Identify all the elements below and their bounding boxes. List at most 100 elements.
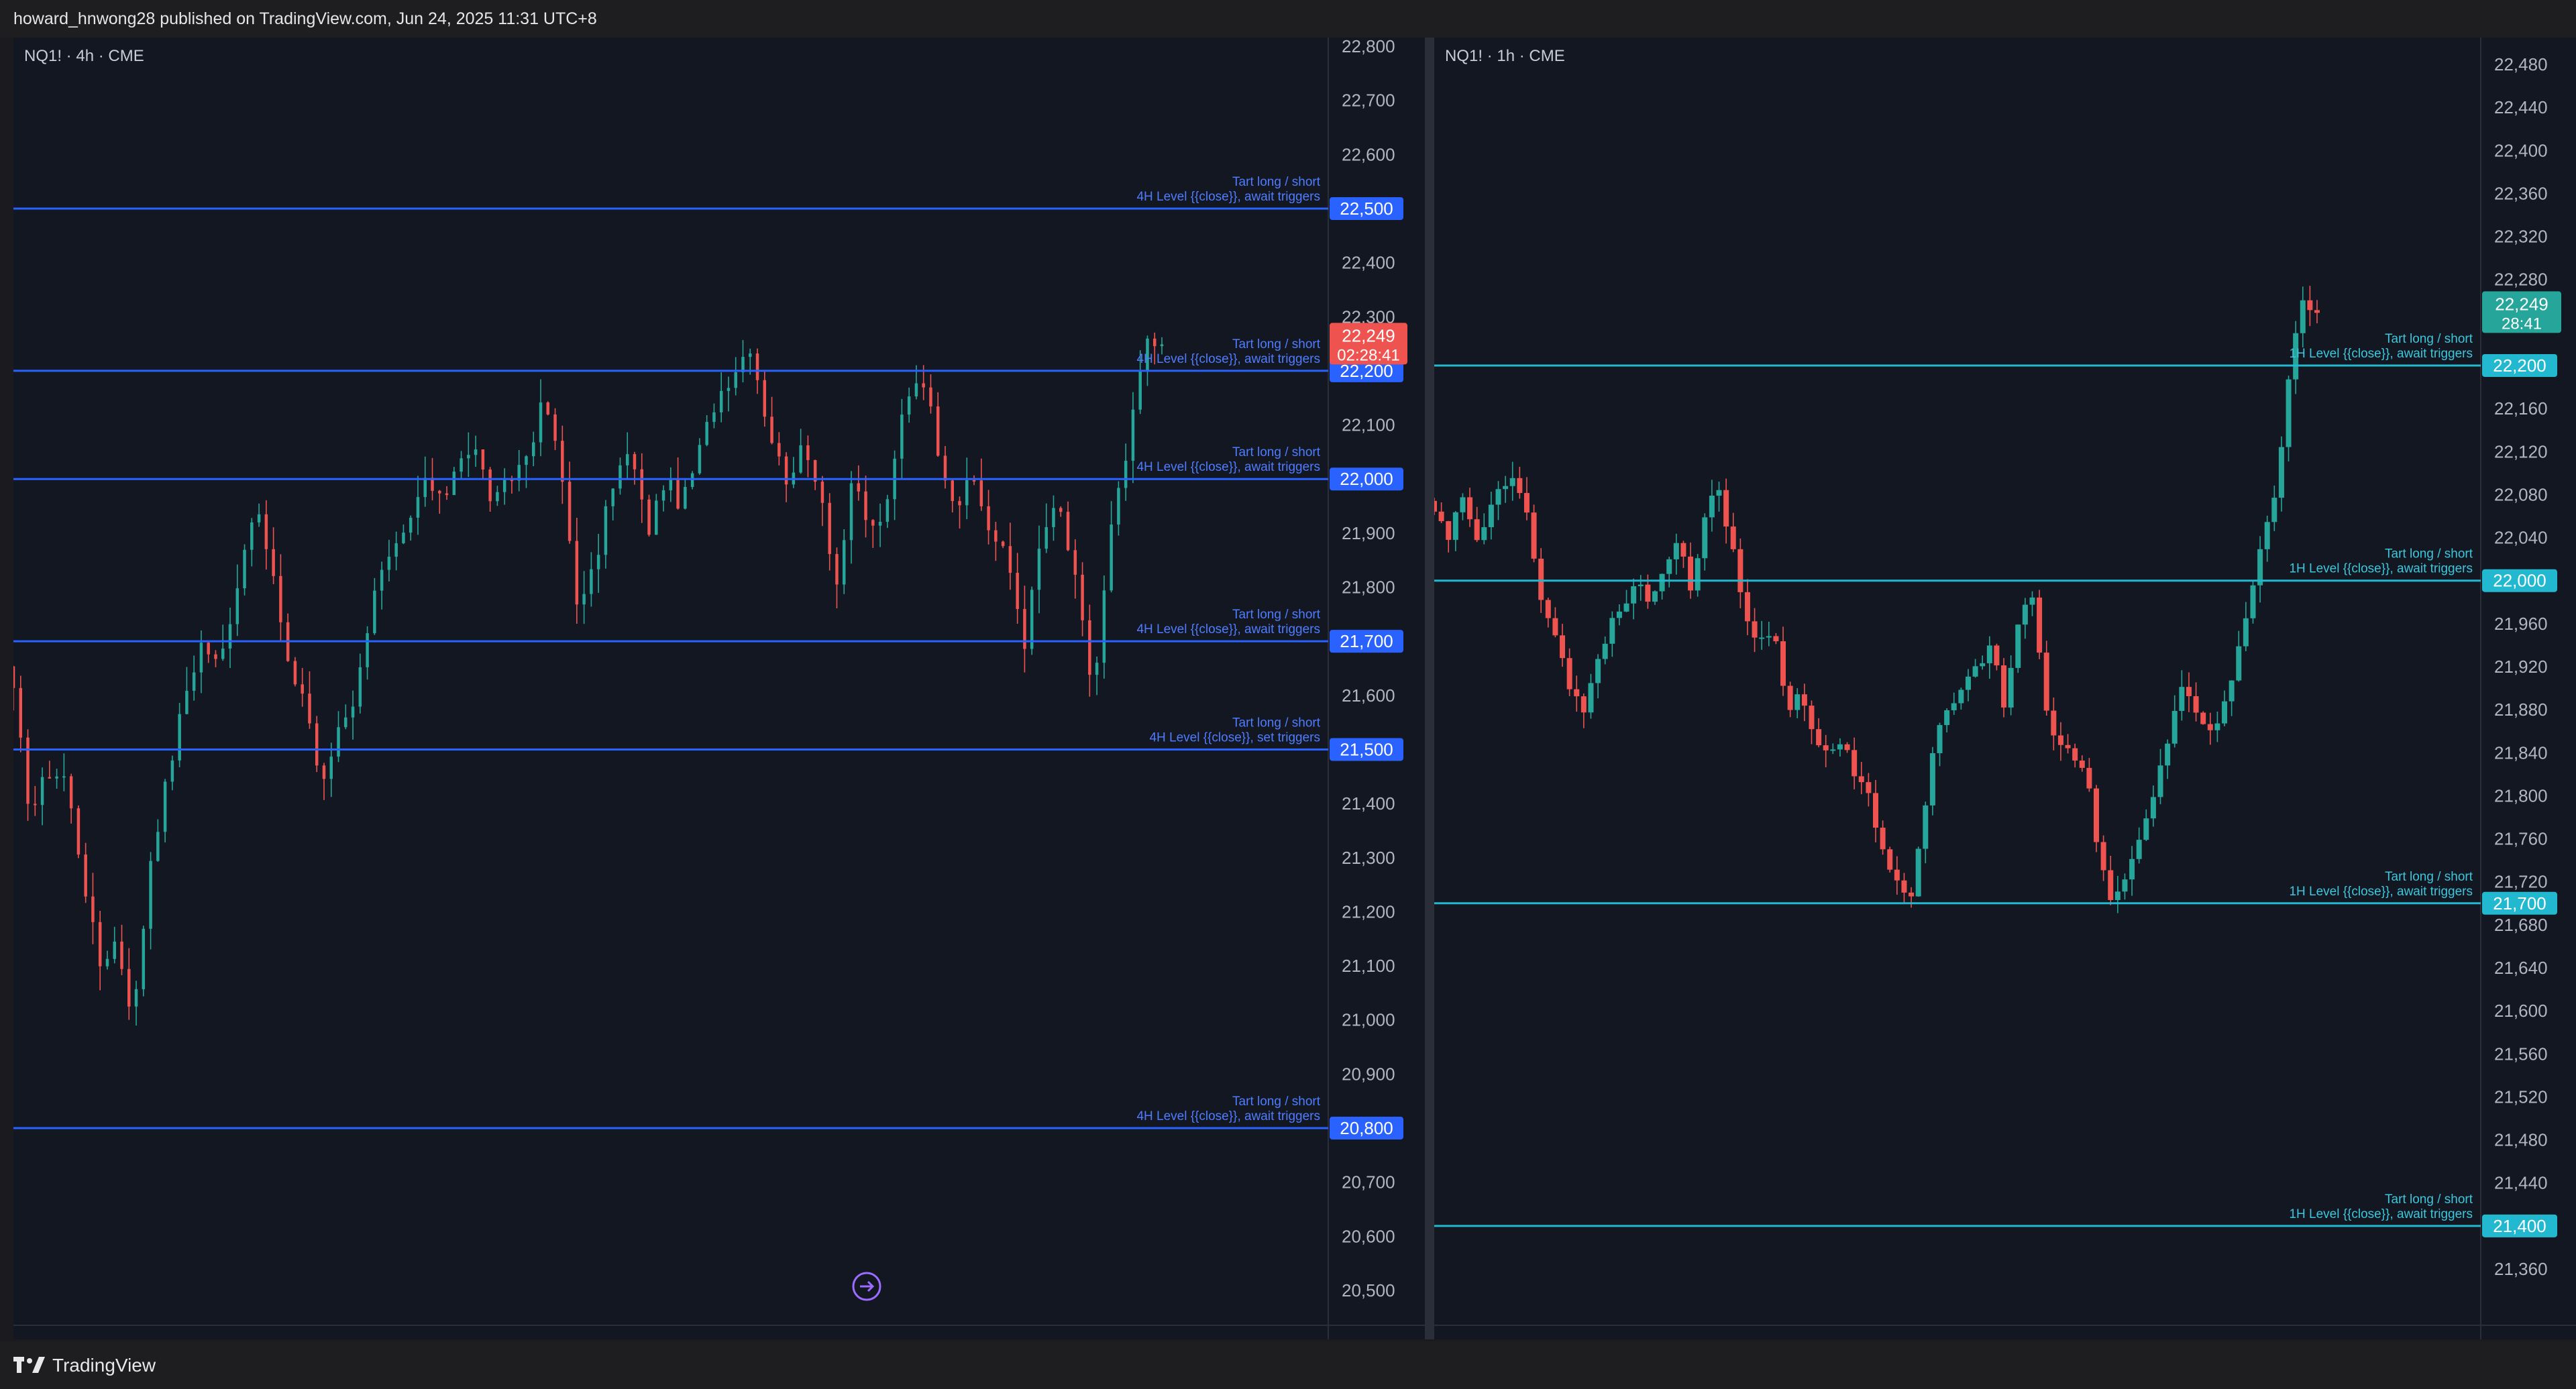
level-price-tag xyxy=(1330,197,1403,220)
level-label-note: 4H Level {{close}}, await triggers xyxy=(1136,190,1320,204)
tradingview-brand[interactable]: TradingView xyxy=(13,1355,156,1376)
candle-body xyxy=(661,490,665,501)
candle-body xyxy=(185,690,189,714)
candle-body xyxy=(575,541,579,605)
candle-body xyxy=(149,860,152,929)
candle-body xyxy=(1666,559,1672,574)
candle-body xyxy=(221,648,225,659)
level-label-note: 4H Level {{close}}, await triggers xyxy=(1136,460,1320,474)
candle-body xyxy=(40,777,44,805)
candle-body xyxy=(481,449,485,470)
chart-canvas-4h[interactable]: 22,80022,70022,60022,50022,40022,30022,2… xyxy=(13,38,1425,1339)
candle-body xyxy=(438,490,441,494)
candle-body xyxy=(2008,667,2014,708)
candle-body xyxy=(170,760,174,782)
brand-label: TradingView xyxy=(52,1355,156,1376)
candle-body xyxy=(669,479,673,491)
candle-body xyxy=(1503,486,1509,490)
candle-body xyxy=(199,643,203,673)
candle-body xyxy=(972,480,976,482)
candle-body xyxy=(1110,524,1113,591)
candle-body xyxy=(2114,891,2121,900)
candle-body xyxy=(1915,848,1921,897)
candle-body xyxy=(878,522,882,526)
candle-body xyxy=(684,487,687,509)
candle-body xyxy=(2165,743,2171,766)
candle-body xyxy=(849,483,853,541)
candle-body xyxy=(1887,849,1893,870)
candle-body xyxy=(1059,508,1063,512)
candle-body xyxy=(647,499,651,535)
level-label-title: Tart long / short xyxy=(1232,1095,1321,1109)
candle-body xyxy=(2236,646,2242,681)
level-price-tag-label: 22,200 xyxy=(2493,355,2546,376)
candle-body xyxy=(857,483,861,492)
candle-body xyxy=(633,454,637,469)
candle-body xyxy=(474,449,478,455)
chart-canvas-1h[interactable]: 22,480 22,440 22,400 22,360 22,320 22,280 22,2… xyxy=(1434,38,2576,1339)
candle-body xyxy=(582,594,586,605)
candle-body xyxy=(1588,683,1594,713)
footer-bar xyxy=(0,1341,2576,1389)
candle-body xyxy=(1131,409,1135,461)
candle-body xyxy=(2051,710,2057,736)
candle-body xyxy=(1873,793,1878,828)
candle-body xyxy=(2100,842,2106,871)
candle-body xyxy=(914,383,918,397)
candle-body xyxy=(835,554,839,585)
candle-body xyxy=(2293,333,2299,380)
chart-panel-4h[interactable]: NQ1! · 4h · CME 22,800 22,700 22,600 22,500… xyxy=(13,38,1425,1339)
level-label-title: Tart long / short xyxy=(1232,175,1321,189)
candle-body xyxy=(712,412,716,423)
panel-divider[interactable] xyxy=(1425,38,1434,1339)
level-label-title: Tart long / short xyxy=(2385,1192,2473,1207)
candle-body xyxy=(1609,618,1615,644)
candle-body xyxy=(1138,370,1142,410)
candle-body xyxy=(1023,609,1026,649)
candle-body xyxy=(531,442,535,457)
candle-body xyxy=(358,667,362,707)
candle-body xyxy=(337,727,340,757)
candle-body xyxy=(207,643,210,655)
price-tick-label: 22,400 xyxy=(2494,140,2548,160)
publish-header-bar: howard_hnwong28 published on TradingView… xyxy=(0,0,2576,38)
candle-body xyxy=(257,514,261,522)
candle-body xyxy=(2222,701,2228,724)
chart-panel-1h[interactable]: NQ1! · 1h · CME 22,480 22,440 22,400 22,360… xyxy=(1434,38,2576,1339)
candle-body xyxy=(496,492,499,502)
candle-body xyxy=(1446,521,1452,540)
candle-body xyxy=(1980,663,1986,667)
scroll-to-realtime-button[interactable] xyxy=(852,1272,881,1301)
candle-body xyxy=(2143,818,2149,840)
candle-body xyxy=(2186,687,2192,697)
candle-body xyxy=(1008,546,1012,573)
candle-body xyxy=(640,469,644,500)
candle-body xyxy=(806,445,810,461)
price-tick-label: 21,560 xyxy=(2494,1044,2548,1064)
candle-body xyxy=(1580,696,1587,713)
price-tick-label: 22,700 xyxy=(1342,91,1395,111)
candle-body xyxy=(1438,511,1444,522)
candle-body xyxy=(1801,694,1807,706)
candle-body xyxy=(279,575,282,622)
candle-body xyxy=(727,388,731,391)
candle-body xyxy=(308,693,311,724)
candle-body xyxy=(864,491,867,520)
candle-body xyxy=(1923,805,1929,849)
candle-body xyxy=(734,372,737,388)
candle-body xyxy=(214,654,217,659)
level-price-tag xyxy=(1330,467,1403,491)
price-tick-label: 21,000 xyxy=(1342,1010,1395,1030)
candle-body xyxy=(1052,508,1055,527)
current-price-label: 22,249 xyxy=(1342,325,1395,345)
candle-body xyxy=(1702,517,1708,559)
candle-body xyxy=(604,506,608,555)
candle-body xyxy=(409,517,413,533)
candle-body xyxy=(228,624,232,649)
candle-body xyxy=(373,590,376,634)
price-tick-label: 21,640 xyxy=(2494,958,2548,978)
candle-body xyxy=(1986,645,1992,663)
candle-body xyxy=(1752,621,1758,638)
candle-body xyxy=(1509,478,1515,486)
price-tick-label: 22,600 xyxy=(1342,144,1395,164)
